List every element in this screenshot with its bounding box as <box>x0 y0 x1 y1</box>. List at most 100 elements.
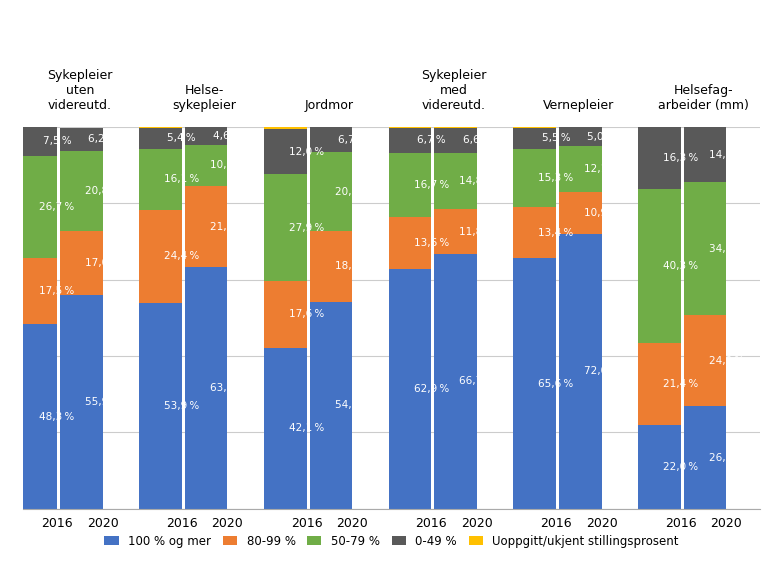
Bar <box>60 231 103 295</box>
Bar <box>60 128 103 151</box>
Bar <box>684 315 727 406</box>
Text: 34,7 %: 34,7 % <box>709 244 744 254</box>
Text: 14,6 %: 14,6 % <box>709 150 744 160</box>
Text: 5,4 %: 5,4 % <box>167 133 196 143</box>
Bar <box>264 281 306 348</box>
Text: 13,6 %: 13,6 % <box>414 238 449 248</box>
Text: 65,6 %: 65,6 % <box>538 379 574 388</box>
Text: 27,9 %: 27,9 % <box>289 223 324 233</box>
Bar <box>60 151 103 231</box>
Bar <box>139 128 182 149</box>
Bar <box>389 153 431 217</box>
Text: 11,8 %: 11,8 % <box>459 227 495 236</box>
Text: 16,3 %: 16,3 % <box>663 153 698 163</box>
Bar <box>15 127 57 155</box>
Bar <box>139 149 182 210</box>
Text: 17,6 %: 17,6 % <box>289 309 324 320</box>
Bar <box>434 128 477 153</box>
Bar <box>15 155 57 258</box>
Text: 5,0 %: 5,0 % <box>588 132 616 142</box>
Bar <box>638 190 680 343</box>
Bar <box>434 254 477 509</box>
Text: 24,0 %: 24,0 % <box>709 355 744 366</box>
Text: 15,3 %: 15,3 % <box>538 173 574 183</box>
Text: Helsefag-
arbeider (mm): Helsefag- arbeider (mm) <box>658 84 749 112</box>
Bar <box>559 127 601 146</box>
Text: 40,3 %: 40,3 % <box>663 261 698 271</box>
Text: 16,7 %: 16,7 % <box>414 180 449 190</box>
Bar <box>185 127 227 144</box>
Bar <box>139 210 182 303</box>
Text: Sykepleier
uten
videreutd.: Sykepleier uten videreutd. <box>47 69 113 112</box>
Text: 63,4 %: 63,4 % <box>210 383 245 392</box>
Text: 26,8 %: 26,8 % <box>709 453 744 462</box>
Bar <box>310 153 353 231</box>
Bar <box>513 258 556 509</box>
Bar <box>684 406 727 509</box>
Text: 21,4 %: 21,4 % <box>663 379 698 389</box>
Bar <box>185 144 227 186</box>
Bar <box>310 302 353 509</box>
Text: 26,7 %: 26,7 % <box>39 202 74 212</box>
Bar <box>264 348 306 509</box>
Text: 48,3 %: 48,3 % <box>39 412 74 421</box>
Bar <box>264 175 306 281</box>
Bar <box>684 127 727 183</box>
Bar <box>139 127 182 128</box>
Text: 6,6 %: 6,6 % <box>462 135 492 145</box>
Bar <box>389 128 431 153</box>
Bar <box>310 231 353 302</box>
Text: 53,9 %: 53,9 % <box>164 401 200 411</box>
Text: 24,4 %: 24,4 % <box>164 251 200 261</box>
Text: 18,6 %: 18,6 % <box>335 261 369 272</box>
Bar <box>15 258 57 324</box>
Legend: 100 % og mer, 80-99 %, 50-79 %, 0-49 %, Uoppgitt/ukjent stillingsprosent: 100 % og mer, 80-99 %, 50-79 %, 0-49 %, … <box>100 530 684 553</box>
Text: 12,1 %: 12,1 % <box>584 164 619 175</box>
Bar <box>185 267 227 509</box>
Bar <box>310 127 353 153</box>
Text: 16,1 %: 16,1 % <box>164 174 200 184</box>
Bar <box>389 217 431 269</box>
Text: 6,7 %: 6,7 % <box>417 135 445 145</box>
Text: 21,1 %: 21,1 % <box>210 221 245 232</box>
Text: 22,0 %: 22,0 % <box>663 462 698 472</box>
Bar <box>684 183 727 315</box>
Text: 20,6 %: 20,6 % <box>335 187 369 197</box>
Text: 6,7 %: 6,7 % <box>338 135 366 144</box>
Bar <box>434 153 477 209</box>
Text: 42,1 %: 42,1 % <box>289 423 324 434</box>
Bar <box>139 303 182 509</box>
Bar <box>434 209 477 254</box>
Bar <box>513 149 556 208</box>
Text: 55,9 %: 55,9 % <box>85 397 121 407</box>
Text: Helse-
sykepleier: Helse- sykepleier <box>173 84 237 112</box>
Bar <box>513 208 556 258</box>
Text: Sykepleier
med
videreutd.: Sykepleier med videreutd. <box>422 69 487 112</box>
Text: 10,9 %: 10,9 % <box>210 161 245 171</box>
Text: 54,2 %: 54,2 % <box>335 400 369 410</box>
Bar <box>559 192 601 234</box>
Text: 13,4 %: 13,4 % <box>538 228 574 238</box>
Bar <box>513 128 556 149</box>
Text: 4,6 %: 4,6 % <box>214 131 242 141</box>
Bar <box>264 127 306 129</box>
Text: 10,9 %: 10,9 % <box>584 208 619 218</box>
Text: Vernepleier: Vernepleier <box>543 99 614 112</box>
Bar <box>60 295 103 509</box>
Text: 5,5 %: 5,5 % <box>541 134 570 143</box>
Bar <box>264 129 306 175</box>
Bar <box>185 186 227 267</box>
Text: 17,5 %: 17,5 % <box>39 286 74 296</box>
Bar <box>559 146 601 192</box>
Text: 7,5 %: 7,5 % <box>43 136 71 146</box>
Text: 6,2 %: 6,2 % <box>88 134 117 144</box>
Bar <box>15 324 57 509</box>
Text: 72,0 %: 72,0 % <box>584 366 619 376</box>
Bar <box>559 234 601 509</box>
Text: 20,8 %: 20,8 % <box>85 186 121 196</box>
Bar <box>389 269 431 509</box>
Text: 62,9 %: 62,9 % <box>414 384 449 394</box>
Text: 14,8 %: 14,8 % <box>459 176 495 186</box>
Bar <box>638 425 680 509</box>
Text: 12,0 %: 12,0 % <box>289 147 324 157</box>
